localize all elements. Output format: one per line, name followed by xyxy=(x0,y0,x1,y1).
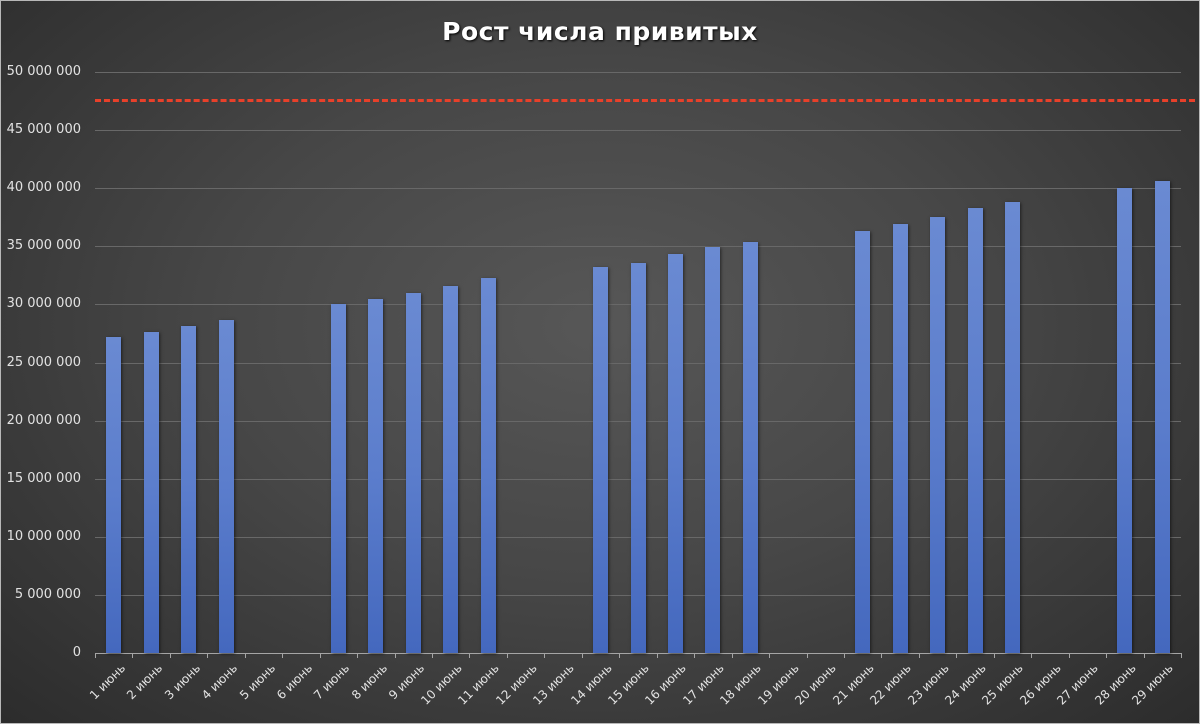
x-tick xyxy=(169,653,171,658)
x-tick xyxy=(619,653,621,658)
bar xyxy=(967,207,983,653)
x-tick xyxy=(581,653,583,658)
x-tick xyxy=(993,653,995,658)
bar xyxy=(930,217,946,653)
x-tick xyxy=(656,653,658,658)
x-tick xyxy=(319,653,321,658)
gridline xyxy=(95,130,1181,132)
x-tick xyxy=(731,653,733,658)
bar xyxy=(1154,181,1170,653)
x-tick-label: 1 июнь xyxy=(86,661,128,703)
bar xyxy=(330,304,346,653)
x-tick xyxy=(1068,653,1070,658)
bar xyxy=(630,262,646,653)
bar xyxy=(143,332,159,653)
x-tick xyxy=(1181,653,1182,658)
x-tick-label: 6 июнь xyxy=(273,661,316,703)
bar xyxy=(892,224,908,653)
x-axis xyxy=(95,653,1181,654)
bar xyxy=(742,241,758,653)
y-tick-label: 40 000 000 xyxy=(6,180,81,196)
x-tick xyxy=(881,653,883,658)
bar xyxy=(443,285,459,653)
x-tick xyxy=(282,653,284,658)
bar xyxy=(705,247,721,653)
bar xyxy=(480,277,496,653)
x-tick xyxy=(544,653,546,658)
y-tick-label: 5 000 000 xyxy=(14,586,81,602)
x-tick-label: 2 июнь xyxy=(124,661,166,703)
x-tick xyxy=(207,653,209,658)
x-tick-label: 3 июнь xyxy=(161,661,203,703)
x-tick xyxy=(95,653,96,658)
x-tick-label: 5 июнь xyxy=(236,661,278,703)
bar xyxy=(593,267,609,653)
x-tick-label: 7 июнь xyxy=(311,661,353,703)
y-tick-label: 35 000 000 xyxy=(6,238,81,254)
bar xyxy=(106,336,122,653)
x-tick xyxy=(432,653,434,658)
bar xyxy=(181,326,197,653)
y-tick-label: 25 000 000 xyxy=(6,354,81,370)
bar xyxy=(1117,188,1133,653)
y-tick-label: 20 000 000 xyxy=(6,412,81,428)
x-tick xyxy=(132,653,134,658)
gridline xyxy=(95,72,1181,73)
x-tick xyxy=(1031,653,1033,658)
bar xyxy=(405,292,421,653)
x-tick xyxy=(843,653,845,658)
x-tick xyxy=(806,653,808,658)
bar xyxy=(855,231,871,653)
x-tick xyxy=(244,653,246,658)
y-tick-label: 45 000 000 xyxy=(6,122,81,138)
bar xyxy=(1004,202,1020,653)
y-tick-label: 50 000 000 xyxy=(6,64,81,79)
x-tick-label: 4 июнь xyxy=(199,661,241,703)
bar xyxy=(218,319,234,653)
x-tick xyxy=(394,653,396,658)
y-tick-label: 15 000 000 xyxy=(6,470,81,486)
x-tick-label: 8 июнь xyxy=(348,661,391,703)
gridline xyxy=(95,246,1181,248)
target-reference-line xyxy=(95,98,1195,102)
y-tick-label: 0 xyxy=(72,645,81,660)
x-tick xyxy=(918,653,920,658)
x-tick xyxy=(1143,653,1145,658)
x-tick xyxy=(357,653,359,658)
bar xyxy=(368,298,384,653)
x-tick xyxy=(956,653,958,658)
bar xyxy=(667,254,683,653)
x-tick xyxy=(694,653,696,658)
y-tick-label: 30 000 000 xyxy=(6,296,81,312)
gridline xyxy=(95,188,1181,190)
x-tick xyxy=(469,653,471,658)
x-tick xyxy=(1106,653,1108,658)
x-tick xyxy=(506,653,508,658)
y-tick-label: 10 000 000 xyxy=(6,528,81,544)
chart-title: Рост числа привитых xyxy=(442,17,758,46)
x-tick xyxy=(769,653,771,658)
